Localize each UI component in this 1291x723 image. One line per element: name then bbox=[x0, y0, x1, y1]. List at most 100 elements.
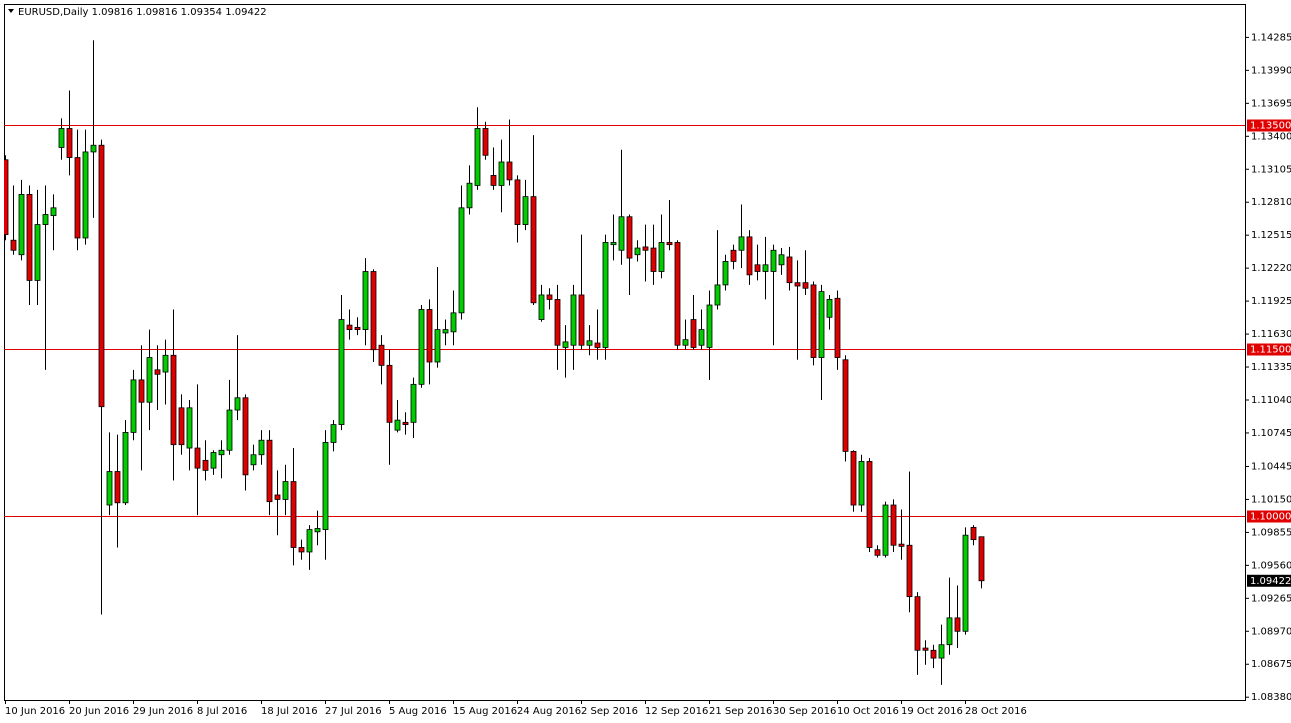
candle-body bbox=[906, 544, 913, 598]
candle-body bbox=[850, 450, 857, 506]
candle-body bbox=[4, 159, 9, 236]
candle-body bbox=[458, 207, 465, 314]
candle-body bbox=[314, 528, 321, 533]
candle-body bbox=[250, 454, 257, 466]
candle-body bbox=[482, 128, 489, 156]
candle-body bbox=[930, 649, 937, 659]
y-tick-label: 1.14285 bbox=[1251, 32, 1291, 43]
candle-body bbox=[506, 161, 513, 181]
x-tick-label: 30 Sep 2016 bbox=[773, 706, 836, 717]
candle-body bbox=[138, 379, 145, 403]
candle-body bbox=[90, 144, 97, 153]
candle-body bbox=[18, 193, 25, 256]
current-price-box bbox=[1247, 574, 1291, 587]
y-tick-label: 1.09855 bbox=[1251, 527, 1291, 538]
candle-body bbox=[122, 431, 129, 504]
x-tick-label: 21 Sep 2016 bbox=[709, 706, 772, 717]
candle-body bbox=[242, 397, 249, 476]
candle-body bbox=[826, 299, 833, 318]
candle-body bbox=[378, 344, 385, 366]
candle-body bbox=[10, 239, 17, 251]
y-tick-label: 1.11335 bbox=[1251, 362, 1291, 373]
candle-body bbox=[530, 196, 537, 304]
x-tick-label: 28 Oct 2016 bbox=[965, 706, 1027, 717]
candle-body bbox=[866, 461, 873, 548]
candle-body bbox=[946, 617, 953, 646]
candle-body bbox=[362, 271, 369, 330]
candle-body bbox=[394, 419, 401, 431]
candle-body bbox=[298, 547, 305, 553]
candle-body bbox=[666, 242, 673, 246]
y-tick-label: 1.09265 bbox=[1251, 593, 1291, 604]
candle-body bbox=[706, 304, 713, 348]
x-tick-label: 15 Aug 2016 bbox=[453, 706, 517, 717]
candle-body bbox=[42, 214, 49, 225]
candle-body bbox=[330, 424, 337, 443]
candle-body bbox=[74, 157, 81, 239]
y-tick-label: 1.08675 bbox=[1251, 659, 1291, 670]
candle-body bbox=[194, 447, 201, 469]
candle-body bbox=[562, 341, 569, 348]
candle-body bbox=[266, 439, 273, 503]
y-tick-label: 1.10150 bbox=[1251, 494, 1291, 505]
candle-body bbox=[674, 242, 681, 346]
candle-body bbox=[466, 182, 473, 209]
candle-body bbox=[490, 175, 497, 186]
candle-body bbox=[970, 526, 977, 541]
candle-body bbox=[66, 128, 73, 158]
candle-body bbox=[58, 128, 65, 148]
chart-title: EURUSD,Daily 1.09816 1.09816 1.09354 1.0… bbox=[18, 7, 267, 18]
candle-body bbox=[290, 481, 297, 548]
y-tick-label: 1.11925 bbox=[1251, 296, 1291, 307]
candle-body bbox=[682, 339, 689, 346]
candle-body bbox=[810, 284, 817, 358]
candle-body bbox=[346, 324, 353, 330]
x-tick-label: 12 Sep 2016 bbox=[645, 706, 708, 717]
candle-body bbox=[26, 193, 33, 281]
x-tick-label: 10 Jun 2016 bbox=[5, 706, 65, 717]
x-tick-label: 18 Jul 2016 bbox=[261, 706, 318, 717]
y-tick-label: 1.10745 bbox=[1251, 428, 1291, 439]
y-tick-label: 1.13695 bbox=[1251, 98, 1291, 109]
candle-body bbox=[890, 504, 897, 546]
x-tick-label: 5 Aug 2016 bbox=[389, 706, 447, 717]
candle-body bbox=[762, 264, 769, 272]
candle-body bbox=[794, 282, 801, 287]
candle-body bbox=[882, 504, 889, 556]
candle-body bbox=[114, 471, 121, 504]
x-tick-label: 19 Oct 2016 bbox=[901, 706, 963, 717]
candle-body bbox=[738, 236, 745, 251]
candle-body bbox=[610, 242, 617, 246]
candle-body bbox=[186, 407, 193, 449]
candle-body bbox=[34, 224, 41, 281]
candle-body bbox=[130, 379, 137, 433]
candle-body bbox=[770, 249, 777, 272]
level-label: 1.13500 bbox=[1250, 121, 1291, 132]
candle-body bbox=[642, 246, 649, 251]
candle-body bbox=[162, 354, 169, 373]
candle-body bbox=[522, 196, 529, 225]
x-tick-label: 24 Aug 2016 bbox=[517, 706, 581, 717]
candle-body bbox=[698, 329, 705, 346]
candle-body bbox=[258, 439, 265, 456]
candle-body bbox=[618, 216, 625, 251]
candle-body bbox=[234, 397, 241, 411]
candle-body bbox=[578, 294, 585, 346]
candle-body bbox=[338, 319, 345, 425]
candle-body bbox=[570, 294, 577, 346]
candle-body bbox=[978, 536, 985, 582]
level-label-box bbox=[1247, 343, 1291, 356]
candle-body bbox=[898, 543, 905, 547]
x-tick-label: 2 Sep 2016 bbox=[581, 706, 638, 717]
candle-body bbox=[442, 329, 449, 334]
candle-body bbox=[50, 207, 57, 217]
candle-body bbox=[842, 359, 849, 452]
candle-body bbox=[106, 471, 113, 506]
menu-arrow[interactable] bbox=[8, 9, 14, 13]
candle-body bbox=[746, 236, 753, 276]
candle-body bbox=[306, 529, 313, 553]
y-tick-label: 1.12515 bbox=[1251, 230, 1291, 241]
candle-body bbox=[154, 369, 161, 375]
candle-body bbox=[402, 421, 409, 425]
